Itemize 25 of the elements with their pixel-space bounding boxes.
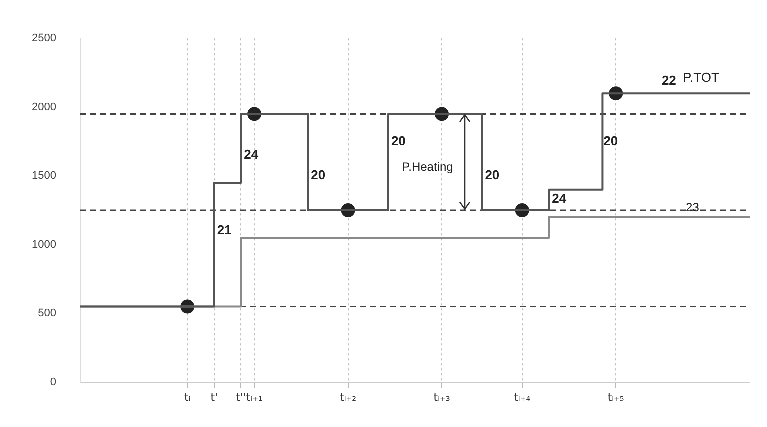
annotation: 24: [244, 147, 260, 162]
annotation: 20: [485, 168, 500, 183]
annotation: 20: [604, 133, 618, 148]
x-tick-label: tᵢ: [184, 390, 191, 404]
x-tick-label: tᵢ₊₅: [608, 390, 624, 404]
y-tick-label: 2500: [32, 32, 56, 45]
x-tick-label: tᵢ₊₂: [340, 390, 357, 404]
x-tick-label: t'': [236, 390, 246, 404]
y-tick-label: 1000: [32, 238, 56, 251]
annotation: 21: [217, 222, 232, 238]
x-tick-label: tᵢ₊₁: [246, 390, 263, 404]
x-tick-label: t': [210, 390, 218, 404]
annotation: 20: [311, 168, 326, 183]
y-tick-label: 2000: [32, 101, 56, 114]
x-tick-label: tᵢ₊₃: [434, 390, 450, 404]
annotation: 24: [552, 191, 568, 206]
y-tick-label: 500: [38, 308, 56, 320]
annotation: 20: [391, 133, 406, 148]
annotation: 23: [686, 200, 700, 215]
x-tick-label: tᵢ₊₄: [514, 390, 532, 404]
series-label: P.TOT: [683, 70, 720, 86]
y-tick-label: 1500: [32, 170, 56, 182]
y-tick-label: 0: [50, 376, 56, 388]
annotation: 22: [662, 72, 676, 88]
annotation: P.Heating: [402, 160, 454, 174]
